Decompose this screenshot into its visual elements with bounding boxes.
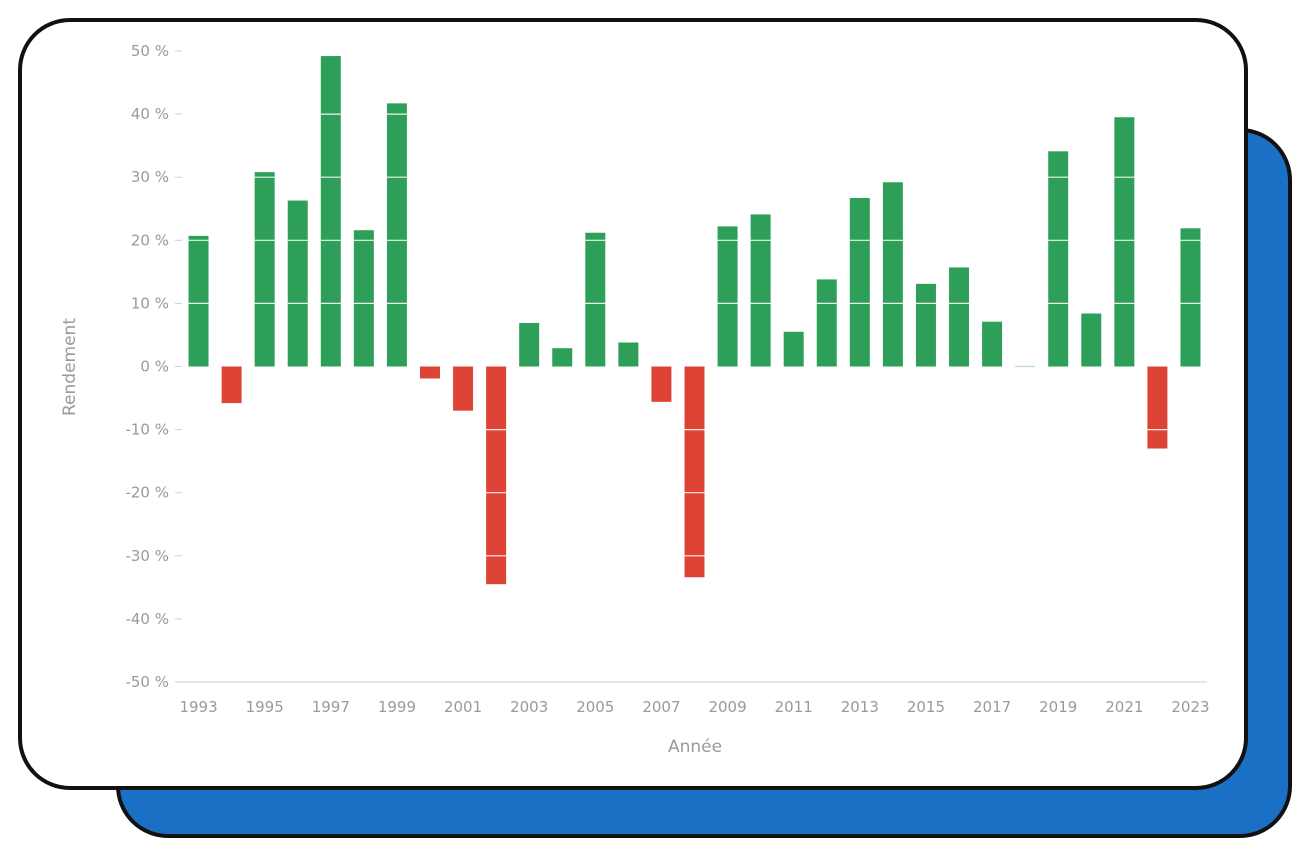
x-tick-label: 2017 [973, 698, 1011, 716]
bar-1993 [188, 235, 209, 367]
x-tick-label: 2015 [907, 698, 945, 716]
y-tick-label: -40 % [125, 610, 169, 628]
y-tick-label: 20 % [131, 231, 169, 249]
bar-2007 [651, 366, 672, 402]
bars [188, 56, 1201, 585]
bar-1997 [320, 56, 341, 367]
bar-2009 [717, 226, 738, 367]
x-tick-label: 2023 [1171, 698, 1209, 716]
bar-2005 [585, 232, 606, 367]
bar-2006 [618, 342, 639, 367]
bar-2022 [1147, 366, 1168, 449]
x-tick-label: 2005 [576, 698, 614, 716]
x-tick-label: 2011 [775, 698, 813, 716]
y-tick-label: -50 % [125, 673, 169, 691]
x-tick-label: 2001 [444, 698, 482, 716]
x-tick-label: 2003 [510, 698, 548, 716]
y-tick-label: 0 % [140, 358, 169, 376]
bar-2014 [882, 182, 903, 367]
x-tick-label: 2019 [1039, 698, 1077, 716]
bar-2019 [1048, 151, 1069, 367]
y-axis: 50 % 40 % 30 % 20 % 10 % 0 % -10 % -20 % -30 % -4… [125, 42, 182, 691]
x-tick-label: 1999 [378, 698, 416, 716]
x-tick-label: 2013 [841, 698, 879, 716]
bar-2013 [849, 198, 870, 367]
bar-2021 [1114, 117, 1135, 367]
bar-2008 [684, 366, 705, 578]
bar-1996 [287, 200, 308, 367]
bar-1999 [386, 103, 407, 367]
bar-2017 [982, 321, 1003, 367]
bar-2003 [519, 322, 540, 367]
y-tick-label: 30 % [131, 168, 169, 186]
bar-2015 [915, 283, 936, 367]
y-tick-label: 50 % [131, 42, 169, 60]
x-axis-title: Année [668, 737, 722, 757]
y-tick-label: -30 % [125, 547, 169, 565]
bar-1998 [353, 230, 374, 367]
x-tick-label: 2007 [642, 698, 680, 716]
y-tick-label: 10 % [131, 294, 169, 312]
x-tick-label: 2009 [708, 698, 746, 716]
x-tick-label: 1995 [246, 698, 284, 716]
bar-2016 [949, 267, 970, 367]
bar-2012 [816, 279, 837, 367]
bar-2020 [1081, 313, 1102, 367]
y-tick-label: -10 % [125, 421, 169, 439]
bar-1994 [221, 366, 242, 404]
bar-2011 [783, 331, 804, 367]
bar-2004 [552, 348, 573, 367]
bar-2010 [750, 214, 771, 367]
bar-2023 [1180, 228, 1201, 367]
y-axis-title: Rendement [60, 318, 80, 416]
bar-1995 [254, 172, 275, 367]
x-axis: 1993 1995 1997 1999 2001 2003 2005 2007 2009 2011… [179, 681, 1210, 716]
x-tick-label: 2021 [1105, 698, 1143, 716]
bar-2002 [486, 366, 507, 585]
chart-card [18, 18, 1248, 790]
y-tick-label: 40 % [131, 105, 169, 123]
x-tick-label: 1997 [312, 698, 350, 716]
y-tick-label: -20 % [125, 484, 169, 502]
bar-2000 [419, 366, 440, 379]
x-tick-label: 1993 [179, 698, 217, 716]
bar-2018 [1015, 365, 1036, 368]
bar-2001 [453, 366, 474, 411]
